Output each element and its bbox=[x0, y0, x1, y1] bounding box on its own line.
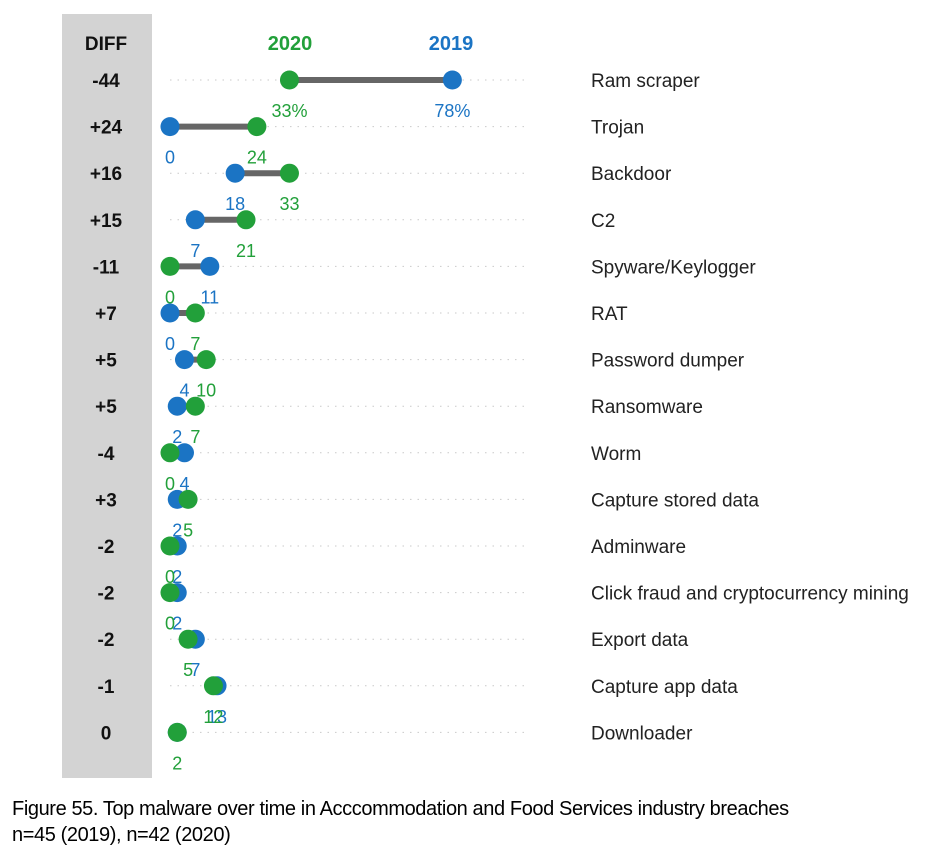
dot-2019 bbox=[174, 350, 194, 370]
dot-2020 bbox=[236, 210, 256, 230]
diff-value: -2 bbox=[98, 584, 115, 605]
value-label-2019: 0 bbox=[165, 148, 175, 168]
diff-value: +24 bbox=[90, 118, 123, 139]
diff-value: -4 bbox=[98, 444, 115, 465]
dot-2020 bbox=[203, 676, 223, 696]
value-label-2019: 2 bbox=[172, 567, 182, 587]
value-label-2020: 10 bbox=[196, 381, 216, 401]
dot-2020 bbox=[160, 256, 180, 276]
value-label-2020: 7 bbox=[190, 427, 200, 447]
diff-value: +5 bbox=[95, 351, 117, 372]
diff-value: +15 bbox=[90, 211, 123, 232]
diff-value: +16 bbox=[90, 164, 122, 185]
dot-2020 bbox=[160, 583, 180, 603]
dot-2020 bbox=[178, 629, 198, 649]
value-label-2019: 13 bbox=[207, 707, 227, 727]
value-label-2019: 2 bbox=[172, 520, 182, 540]
dot-2019 bbox=[160, 303, 180, 323]
diff-value: -2 bbox=[98, 630, 115, 651]
value-label-2019: 7 bbox=[190, 660, 200, 680]
value-label-2019: 2 bbox=[172, 614, 182, 634]
value-label-2020: 5 bbox=[183, 660, 193, 680]
legend-2020: 2020 bbox=[268, 33, 313, 55]
category-label: Backdoor bbox=[591, 164, 672, 185]
legend-2019: 2019 bbox=[429, 33, 474, 55]
category-label: Adminware bbox=[591, 537, 686, 558]
dot-2020 bbox=[178, 489, 198, 509]
diff-value: -1 bbox=[98, 677, 115, 698]
caption-title: Figure 55. Top malware over time in Accc… bbox=[12, 798, 789, 820]
dot-2020 bbox=[167, 722, 187, 742]
value-label-2019: 7 bbox=[190, 241, 200, 261]
value-label-2020: 33 bbox=[279, 194, 299, 214]
category-label: Capture stored data bbox=[591, 490, 759, 511]
diff-value: 0 bbox=[101, 723, 112, 744]
dot-2020 bbox=[185, 303, 205, 323]
value-label-2020: 7 bbox=[190, 334, 200, 354]
category-label: Ransomware bbox=[591, 397, 703, 418]
value-label-2020: 33% bbox=[271, 101, 307, 121]
value-label-2019: 18 bbox=[225, 194, 245, 214]
diff-value: -11 bbox=[93, 257, 120, 278]
diff-value: -44 bbox=[92, 71, 120, 92]
value-label-2019: 2 bbox=[172, 427, 182, 447]
dot-2019 bbox=[167, 396, 187, 416]
category-label: Ram scraper bbox=[591, 71, 700, 92]
value-label-2019: 11 bbox=[200, 287, 219, 307]
category-label: Click fraud and cryptocurrency mining bbox=[591, 584, 909, 605]
dot-2019 bbox=[442, 70, 462, 90]
value-label-2019: 4 bbox=[179, 474, 189, 494]
dot-2020 bbox=[160, 536, 180, 556]
dot-2020 bbox=[279, 70, 299, 90]
dot-2019 bbox=[225, 163, 245, 183]
dot-2020 bbox=[279, 163, 299, 183]
category-label: Spyware/Keylogger bbox=[591, 257, 756, 278]
dot-2020 bbox=[247, 117, 267, 137]
diff-value: +3 bbox=[95, 490, 117, 511]
category-label: RAT bbox=[591, 304, 628, 325]
diff-value: +5 bbox=[95, 397, 117, 418]
dot-2019 bbox=[174, 443, 194, 463]
category-label: Downloader bbox=[591, 723, 693, 744]
dot-2019 bbox=[160, 117, 180, 137]
value-label-2020: 21 bbox=[236, 241, 256, 261]
value-label-2020: 2 bbox=[172, 753, 182, 773]
value-label-2020: 5 bbox=[183, 520, 193, 540]
value-label-2020: 0 bbox=[165, 474, 175, 494]
value-label-2020: 0 bbox=[165, 287, 175, 307]
category-label: Worm bbox=[591, 444, 641, 465]
category-label: Password dumper bbox=[591, 351, 745, 372]
caption-sample-size: n=45 (2019), n=42 (2020) bbox=[12, 824, 231, 846]
dot-2020 bbox=[185, 396, 205, 416]
value-label-2020: 0 bbox=[165, 567, 175, 587]
diff-value: -2 bbox=[98, 537, 115, 558]
value-label-2019: 0 bbox=[165, 334, 175, 354]
category-label: Export data bbox=[591, 630, 689, 651]
dot-2020 bbox=[196, 350, 216, 370]
category-label: C2 bbox=[591, 211, 615, 232]
value-label-2019: 4 bbox=[179, 381, 189, 401]
value-label-2020: 12 bbox=[203, 707, 223, 727]
category-label: Trojan bbox=[591, 118, 644, 139]
value-label-2020: 0 bbox=[165, 614, 175, 634]
diff-header: DIFF bbox=[85, 34, 127, 55]
diff-value: +7 bbox=[95, 304, 117, 325]
value-label-2019: 78% bbox=[434, 101, 470, 121]
value-label-2020: 24 bbox=[247, 148, 267, 168]
dot-2019 bbox=[185, 210, 205, 230]
dot-2020 bbox=[160, 443, 180, 463]
dot-2019 bbox=[200, 256, 220, 276]
diff-panel bbox=[62, 14, 152, 778]
figure-caption: Figure 55. Top malware over time in Accc… bbox=[12, 796, 942, 848]
category-label: Capture app data bbox=[591, 677, 738, 698]
